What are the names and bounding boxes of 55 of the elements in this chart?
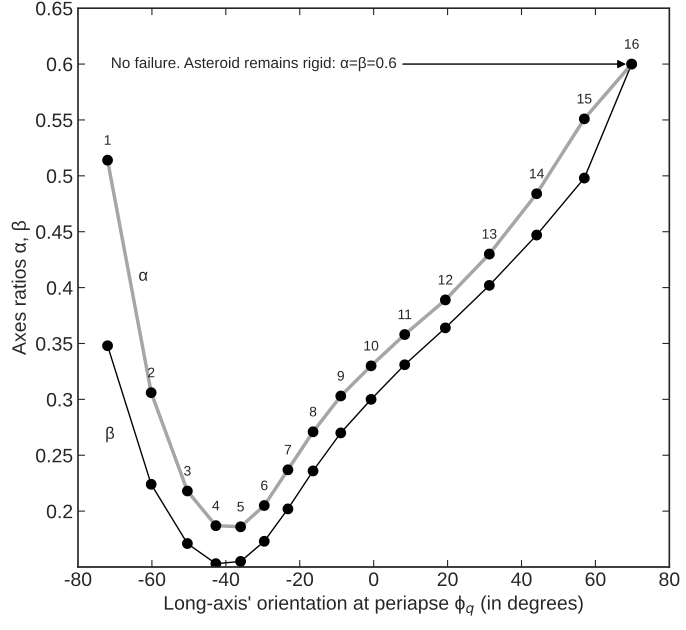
y-tick-label: 0.55 [36, 113, 72, 128]
point [335, 428, 346, 438]
annotation: 4 [212, 500, 220, 510]
point [308, 466, 318, 476]
x-axis-title: Long-axis' orientation at periapse ϕ$_{q}$ (in degrees) [164, 596, 583, 616]
annotation: 1 [104, 135, 111, 145]
annotation: 5 [237, 502, 244, 512]
y-tick-label: 0.45 [36, 225, 72, 239]
series-label: β [106, 426, 114, 442]
y-tick-label: 0.2 [46, 504, 72, 518]
x-tick-label: -20 [286, 572, 314, 586]
annotation: 10 [364, 340, 378, 351]
annotation: 7 [284, 444, 292, 454]
annotation: 11 [398, 310, 412, 320]
annotation: 3 [184, 466, 191, 476]
y-tick-label: 0.25 [36, 448, 72, 462]
x-tick-label: 80 [659, 572, 680, 586]
annotation: 2 [148, 368, 154, 378]
y-tick-label: 0.65 [36, 2, 72, 16]
point [258, 536, 270, 547]
point [440, 322, 451, 334]
y-tick-label: 0.4 [46, 281, 73, 295]
y-axis-title: Axes ratios α, β [12, 220, 30, 355]
point [399, 359, 410, 370]
point [210, 558, 222, 567]
point [235, 556, 246, 567]
annotation: 14 [530, 168, 544, 178]
y-tick-label: 0.5 [46, 169, 72, 184]
point [578, 172, 590, 184]
x-tick-label: -80 [64, 572, 92, 586]
annotation: 16 [624, 38, 639, 49]
point [182, 538, 193, 549]
annotation: 15 [578, 94, 592, 104]
point [282, 504, 294, 514]
point [366, 394, 376, 405]
annotation: 8 [310, 406, 316, 417]
point [484, 280, 495, 291]
y-tick-label: 0.3 [46, 392, 72, 407]
point [102, 340, 113, 352]
annotation: 12 [438, 274, 452, 285]
x-tick-label: 40 [511, 572, 532, 586]
annotation: 13 [482, 228, 496, 239]
x-tick-label: -40 [212, 572, 240, 586]
point [146, 478, 157, 490]
y-tick-label: 0.6 [46, 58, 72, 72]
x-tick-label: 60 [586, 572, 606, 586]
annotation: No failure. Asteroid remains rigid: α=β=0.6 [112, 56, 396, 72]
y-tick-label: 0.35 [36, 336, 72, 351]
annotation: 9 [338, 370, 344, 381]
point [531, 230, 542, 240]
x-tick-label: 0 [369, 572, 378, 586]
x-tick-label: 20 [438, 572, 458, 586]
x-tick-label: -60 [138, 572, 166, 586]
series-label: α [139, 272, 148, 281]
annotation: 6 [261, 480, 268, 490]
